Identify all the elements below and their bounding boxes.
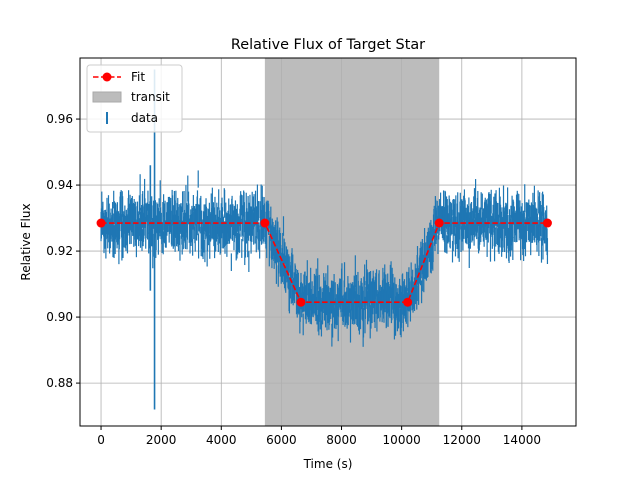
y-tick-label: 0.92 [46, 244, 73, 258]
x-tick-label: 0 [97, 433, 105, 447]
y-tick-label: 0.94 [46, 178, 73, 192]
y-tick-label: 0.96 [46, 112, 73, 126]
y-tick-label: 0.90 [46, 310, 73, 324]
fit-point [542, 218, 552, 228]
legend-transit-swatch [92, 91, 122, 103]
x-tick-label: 14000 [503, 433, 541, 447]
fit-point [296, 297, 306, 307]
data-series [100, 69, 549, 410]
x-tick-label: 8000 [326, 433, 357, 447]
fit-point [260, 218, 270, 228]
x-axis-label: Time (s) [303, 457, 353, 471]
legend-transit-label: transit [131, 90, 170, 104]
legend-fit-label: Fit [131, 70, 145, 84]
plot-area: 0 2000 4000 6000 8000 10000 12000 14000 0.88 0.90… [46, 57, 577, 447]
fit-point [434, 218, 444, 228]
x-tick-label: 12000 [443, 433, 481, 447]
x-tick-label: 4000 [206, 433, 237, 447]
fit-line [101, 222, 548, 304]
y-tick-label: 0.88 [46, 376, 73, 390]
x-tick-label: 2000 [146, 433, 177, 447]
legend: Fit transit data [86, 64, 183, 133]
legend-frame [86, 64, 183, 133]
axes-frame [79, 57, 577, 427]
legend-fit-marker [102, 72, 112, 82]
legend-data-label: data [131, 111, 158, 125]
fit-point [403, 297, 413, 307]
y-axis-label: Relative Flux [19, 203, 33, 280]
fit-point [96, 218, 106, 228]
x-tick-label: 6000 [266, 433, 297, 447]
x-tick-label: 10000 [383, 433, 421, 447]
chart-title: Relative Flux of Target Star [231, 37, 425, 53]
transit-region [264, 58, 440, 426]
